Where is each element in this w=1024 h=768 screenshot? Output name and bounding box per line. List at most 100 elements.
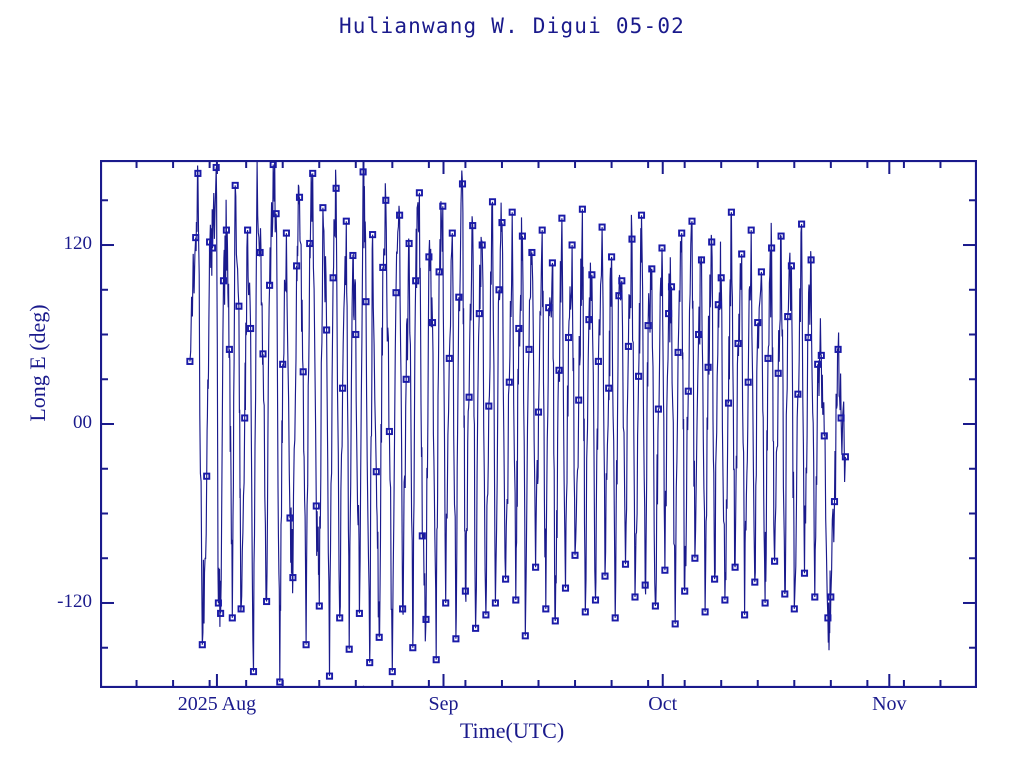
data-point-marker (415, 189, 423, 197)
data-point-marker (561, 584, 570, 592)
data-point-marker (558, 214, 566, 222)
data-point-marker (235, 302, 243, 310)
data-point-marker (396, 211, 404, 219)
data-point-marker (228, 614, 236, 622)
data-point-marker (203, 472, 211, 480)
data-point-marker (734, 339, 742, 348)
data-point-marker (192, 234, 200, 242)
data-point-marker (741, 611, 749, 619)
data-point-marker (405, 239, 413, 248)
data-point-marker (827, 593, 835, 601)
data-point-marker (439, 202, 447, 210)
data-point-marker (488, 198, 497, 206)
data-point-marker (329, 274, 337, 282)
data-point-marker (804, 333, 812, 342)
data-point-marker (249, 668, 258, 676)
data-point-marker (837, 414, 845, 422)
data-point-marker (332, 184, 340, 192)
data-point-marker (534, 408, 543, 416)
y-tick-label: 00 (73, 412, 92, 433)
data-point-marker (508, 208, 516, 216)
data-point-marker (342, 217, 350, 225)
data-point-marker (256, 248, 264, 257)
data-point-marker (654, 405, 662, 413)
data-point-marker (781, 590, 789, 598)
data-point-marker (701, 608, 709, 616)
data-point-marker (538, 226, 546, 234)
data-point-marker (412, 277, 420, 285)
data-point-marker (790, 605, 798, 613)
data-point-marker (475, 310, 483, 318)
data-point-marker (186, 357, 194, 365)
data-point-marker (651, 602, 659, 610)
data-point-marker (247, 324, 255, 333)
data-point-marker (581, 608, 589, 616)
data-point-marker (820, 432, 828, 440)
data-point-marker (644, 322, 652, 330)
data-point-marker (830, 498, 839, 506)
data-point-marker (336, 614, 344, 622)
data-point-marker (355, 609, 363, 617)
data-point-marker (684, 387, 692, 395)
data-point-marker (721, 596, 729, 604)
data-point-marker (787, 262, 795, 270)
data-point-marker (372, 468, 380, 476)
data-point-marker (272, 210, 280, 218)
x-tick-label: Sep (428, 693, 459, 715)
x-axis-tick-labels: 2025 Aug Sep Oct Nov (0, 694, 1024, 724)
plot-area (100, 160, 977, 688)
data-point-marker (286, 514, 294, 522)
data-point-marker (628, 235, 636, 243)
data-point-marker (225, 345, 233, 353)
data-point-marker (244, 226, 252, 234)
data-point-marker (754, 319, 762, 327)
data-point-marker (345, 645, 353, 653)
data-point-marker (751, 578, 759, 586)
data-point-marker (621, 560, 630, 568)
data-point-marker (392, 289, 400, 297)
data-point-marker (521, 632, 529, 640)
data-point-marker (717, 274, 725, 282)
data-point-marker (485, 402, 493, 410)
data-point-marker (568, 241, 576, 249)
data-point-marker (388, 668, 396, 676)
data-point-marker (605, 384, 613, 392)
data-point-marker (834, 345, 842, 353)
data-point-marker (648, 265, 656, 273)
data-point-marker (641, 581, 649, 589)
data-point-marker (744, 378, 752, 386)
data-point-marker (624, 342, 632, 350)
data-point-marker (525, 345, 533, 353)
data-point-marker (578, 205, 586, 213)
data-point-marker (665, 310, 673, 318)
data-point-marker (777, 232, 785, 240)
data-point-marker (575, 396, 583, 404)
data-point-marker (564, 333, 573, 342)
data-point-marker (217, 609, 225, 617)
page-title: Hulianwang W. Digui 05-02 (338, 14, 686, 38)
data-point-marker (352, 330, 360, 339)
data-point-marker (585, 316, 593, 324)
data-point-marker (442, 599, 450, 607)
data-point-marker (306, 239, 314, 248)
data-point-marker (422, 615, 430, 623)
data-point-marker (375, 633, 383, 641)
data-point-marker (369, 231, 377, 239)
data-point-marker (774, 369, 782, 377)
data-point-marker (425, 253, 433, 261)
data-point-marker (771, 557, 779, 565)
data-point-marker (231, 181, 239, 189)
data-point-marker (757, 268, 765, 276)
data-point-marker (325, 672, 334, 680)
data-point-marker (591, 596, 600, 604)
data-point-marker (482, 611, 490, 619)
data-point-marker (362, 298, 370, 306)
data-point-marker (282, 229, 290, 237)
data-point-marker (312, 502, 320, 510)
data-point-marker (445, 354, 453, 362)
data-point-marker (571, 551, 579, 559)
data-point-marker (714, 301, 722, 309)
data-point-marker (409, 644, 417, 652)
data-point-marker (435, 268, 443, 276)
data-point-marker (319, 204, 327, 212)
